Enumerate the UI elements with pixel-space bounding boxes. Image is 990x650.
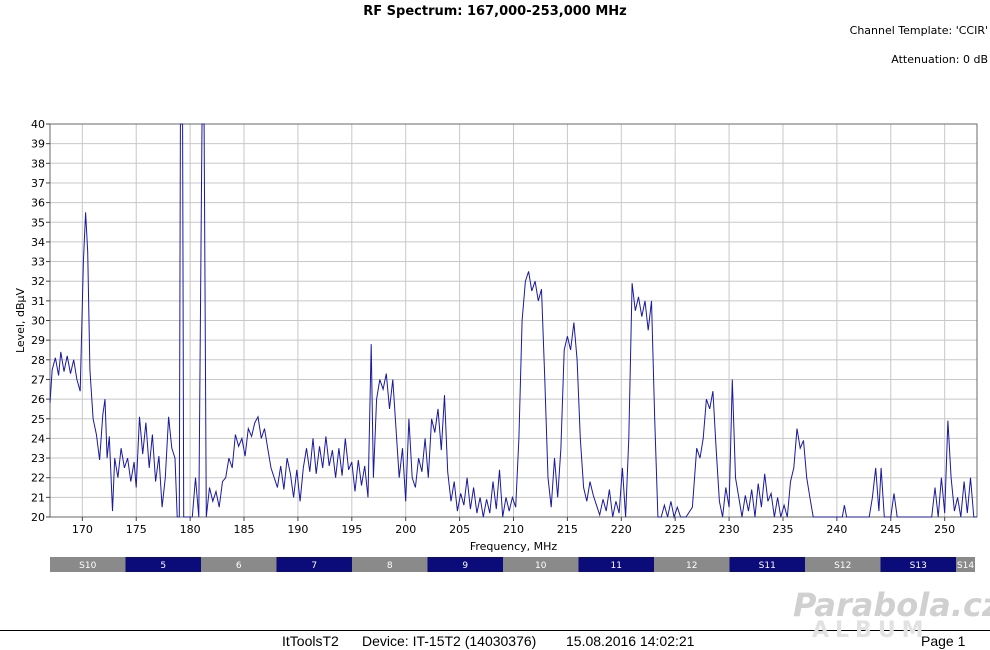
x-tick-label: 230	[719, 523, 740, 536]
y-tick-label: 31	[31, 295, 45, 308]
channel-band	[805, 557, 881, 572]
x-axis: 170 175 180 185 190 195 200 205 210 215 220 225 230 2…	[72, 517, 955, 536]
grid	[50, 123, 977, 518]
x-tick-label: 195	[341, 523, 362, 536]
channel-band	[276, 557, 352, 572]
x-tick-label: 175	[126, 523, 147, 536]
channel-band-label: 12	[686, 561, 697, 571]
channel-band	[956, 557, 975, 572]
channel-band	[352, 557, 428, 572]
x-tick-label: 215	[557, 523, 578, 536]
y-tick-label: 36	[31, 197, 45, 210]
channel-band-label: S14	[957, 561, 974, 571]
y-tick-label: 38	[31, 157, 45, 170]
watermark-logo: Parabola.cz	[793, 586, 990, 624]
y-tick-label: 23	[31, 452, 45, 465]
channel-band-label: 6	[236, 561, 242, 571]
y-tick-label: 33	[31, 256, 45, 269]
footer-datetime: 15.08.2016 14:02:21	[566, 633, 695, 649]
x-axis-label: Frequency, MHz	[470, 540, 558, 553]
channel-band	[50, 557, 126, 572]
y-tick-label: 22	[31, 472, 45, 485]
attenuation-label: Attenuation: 0 dB	[891, 53, 988, 66]
channel-band-label: S11	[759, 561, 776, 571]
y-tick-label: 35	[31, 216, 45, 229]
y-tick-label: 37	[31, 177, 45, 190]
x-tick-label: 240	[826, 523, 847, 536]
channel-band	[880, 557, 956, 572]
channel-template-label: Channel Template: 'CCIR'	[849, 24, 988, 37]
channel-band	[729, 557, 805, 572]
y-axis-label: Level, dBµV	[14, 287, 27, 353]
y-tick-label: 40	[31, 118, 45, 131]
channel-band	[654, 557, 730, 572]
channel-band-label: S10	[79, 561, 96, 571]
y-tick-label: 30	[31, 315, 45, 328]
channel-band	[201, 557, 277, 572]
channel-band	[427, 557, 503, 572]
y-tick-label: 28	[31, 354, 45, 367]
channel-band	[125, 557, 201, 572]
channel-band	[578, 557, 654, 572]
y-tick-label: 32	[31, 275, 45, 288]
channel-band-label: 8	[387, 561, 393, 571]
y-tick-label: 21	[31, 491, 45, 504]
channel-band-label: 7	[311, 561, 317, 571]
channel-bands: S10 5 6 7 8 9 10 11 12 S11 S12 S13 S14	[50, 557, 975, 572]
x-tick-label: 225	[665, 523, 686, 536]
x-tick-label: 170	[72, 523, 93, 536]
x-tick-label: 185	[234, 523, 255, 536]
footer-page: Page 1	[921, 633, 966, 649]
x-tick-label: 220	[611, 523, 632, 536]
channel-band-label: S13	[910, 561, 927, 571]
x-tick-label: 235	[772, 523, 793, 536]
x-tick-label: 210	[503, 523, 524, 536]
y-tick-label: 39	[31, 138, 45, 151]
channel-band-label: 11	[611, 561, 622, 571]
channel-band-label: S12	[834, 561, 851, 571]
x-tick-label: 205	[449, 523, 470, 536]
footer-device: Device: IT-15T2 (14030376)	[362, 633, 537, 649]
footer-divider	[0, 630, 990, 631]
y-tick-label: 29	[31, 334, 45, 347]
channel-band-label: 5	[160, 561, 166, 571]
x-tick-label: 190	[287, 523, 308, 536]
y-axis: 20 21 22 23 24 25 26 27 28 29 30 31 32 33 34 35 36 37 38 39…	[31, 118, 50, 524]
footer-app-name: ItToolsT2	[282, 633, 339, 649]
channel-band	[503, 557, 579, 572]
y-tick-label: 20	[31, 511, 45, 524]
y-tick-label: 34	[31, 236, 45, 249]
y-tick-label: 24	[31, 432, 45, 445]
x-tick-label: 200	[395, 523, 416, 536]
watermark-subtext: ALBUM	[812, 618, 930, 643]
channel-band-label: 9	[462, 561, 468, 571]
x-tick-label: 245	[880, 523, 901, 536]
y-tick-label: 27	[31, 373, 45, 386]
x-tick-label: 250	[934, 523, 955, 536]
chart-title: RF Spectrum: 167,000-253,000 MHz	[363, 4, 627, 19]
x-tick-label: 180	[180, 523, 201, 536]
y-tick-label: 26	[31, 393, 45, 406]
channel-band-label: 10	[535, 561, 547, 571]
y-tick-label: 25	[31, 413, 45, 426]
spectrum-trace	[49, 123, 977, 519]
